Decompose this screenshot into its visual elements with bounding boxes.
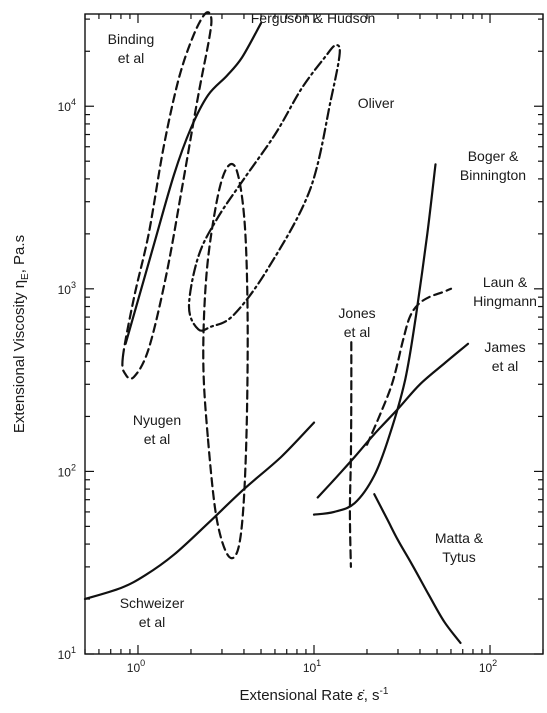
y-tick-label: 101	[58, 645, 76, 662]
series-line-ferguson-hudson	[124, 22, 263, 345]
series-line-oliver	[187, 44, 341, 332]
x-tick-label: 101	[303, 658, 321, 675]
series-label-ferguson-hudson: Ferguson & Hudson	[251, 10, 376, 26]
series-label-nyugen: Nyugen et al	[133, 412, 181, 447]
x-tick-label: 102	[479, 658, 497, 675]
series-label-laun-hingmann: Laun & Hingmann	[473, 274, 537, 309]
series-label-binding: Binding et al	[108, 31, 155, 66]
y-tick-label: 102	[58, 462, 76, 479]
series-label-jones: Jones et al	[338, 305, 375, 340]
series-label-schweizer: Schweizer et al	[120, 595, 185, 630]
series-labels: Binding et al Ferguson & Hudson Oliver Nyuge…	[108, 10, 537, 630]
x-axis-title: Extensional Rate ε̇, s-1	[240, 686, 389, 704]
series-line-jones	[348, 341, 353, 568]
series-label-boger-binnington: Boger & Binnington	[460, 148, 526, 183]
series-line-boger-binnington	[312, 163, 437, 516]
series-label-oliver: Oliver	[358, 95, 395, 111]
x-tick-label: 100	[127, 658, 145, 675]
data-curves	[83, 11, 470, 644]
y-tick-label: 104	[58, 97, 76, 114]
series-label-matta-tytus: Matta & Tytus	[435, 530, 484, 565]
tick-marks	[84, 14, 544, 655]
series-line-binding	[121, 11, 213, 380]
series-line-laun-hingmann	[365, 287, 453, 446]
series-line-matta-tytus	[373, 493, 462, 644]
tick-labels: 100 101 102 101 102 103 104	[58, 97, 498, 675]
y-axis-title: Extensional Viscosity ηE, Pa.s	[11, 235, 31, 433]
series-line-schweizer	[83, 421, 316, 601]
series-line-nyugen	[202, 162, 249, 560]
y-tick-label: 103	[58, 280, 76, 297]
series-line-james	[316, 342, 470, 499]
series-label-james: James et al	[484, 339, 525, 374]
